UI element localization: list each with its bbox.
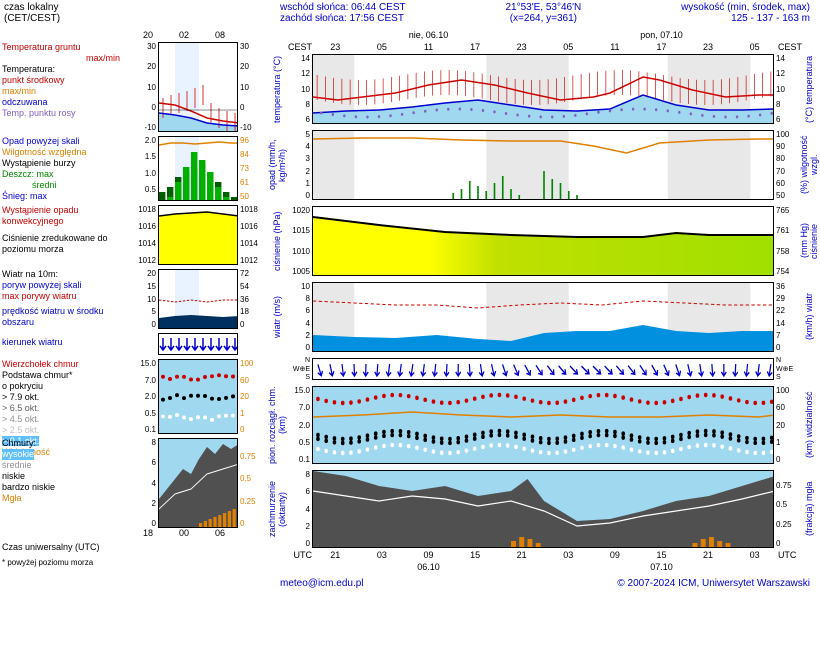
cloud-label-left: pion. rozciągł. chm. (km) — [270, 386, 284, 464]
alt-vals: 125 - 137 - 163 m — [681, 13, 810, 24]
tz-label: (CET/CEST) — [4, 13, 266, 24]
date-label: 07.10 — [545, 562, 778, 574]
copyright: © 2007-2024 ICM, Uniwersytet Warszawski — [617, 578, 810, 589]
left-fog-row: Chmury: wysokie średnie niskie bardzo ni… — [0, 438, 270, 528]
left-pressure-row: Wystąpienie opadu konwekcyjnego Ciśnieni… — [0, 205, 270, 265]
left-column: czas lokalny (CET/CEST) 20 02 08 Tempera… — [0, 0, 270, 660]
header-left: czas lokalny (CET/CEST) — [0, 0, 270, 30]
cloud-label-right: (km) widzialność — [802, 386, 816, 464]
left-dir-row: kierunek wiatru — [0, 333, 270, 355]
fog-label-left: zachmurzenie (oktanty) — [270, 470, 284, 548]
footnote: * powyżej poziomu morza — [0, 554, 270, 571]
header-right: wschód słońca: 06:44 CEST zachód słońca:… — [270, 0, 820, 30]
wind-label-right: (km/h) wiatr — [802, 282, 816, 352]
email: meteo@icm.edu.pl — [280, 578, 364, 589]
right-top-hours: CEST23051117230511172305CEST — [270, 42, 820, 54]
left-temp-row: Temperatura gruntu max/min Temperatura: … — [0, 42, 270, 132]
left-bot-hours: 18 00 06 — [130, 528, 238, 540]
sunrise: wschód słońca: 06:44 CEST — [280, 2, 406, 13]
pressure-label-left: ciśnienie (hPa) — [270, 206, 284, 276]
left-top-hours: 20 02 08 — [130, 30, 238, 42]
temp-label-right: (°C) temperatura — [802, 54, 816, 124]
right-bot-hours: UTC21030915210309152103UTC — [270, 550, 820, 562]
meteogram: czas lokalny (CET/CEST) 20 02 08 Tempera… — [0, 0, 820, 660]
day-label: nie, 06.10 — [312, 30, 545, 42]
date-label: 06.10 — [312, 562, 545, 574]
day-label: pon, 07.10 — [545, 30, 778, 42]
temp-label-left: temperatura (°C) — [270, 54, 284, 124]
local-time-label: czas lokalny — [4, 2, 266, 13]
right-column: wschód słońca: 06:44 CEST zachód słońca:… — [270, 0, 820, 660]
footer: meteo@icm.edu.pl © 2007-2024 ICM, Uniwer… — [270, 574, 820, 593]
wind-label-left: wiatr (m/s) — [270, 282, 284, 352]
sunset: zachód słońca: 17:56 CEST — [280, 13, 406, 24]
precip-label-left: opad (mm/h, kg/m²/h) — [270, 130, 284, 200]
left-precip-row: Opad powyżej skali Wilgotność względna W… — [0, 136, 270, 201]
precip-label-right: (%) wilgotność wzgl. — [802, 130, 816, 200]
alt-label: wysokość (min, środek, max) — [681, 2, 810, 13]
left-cloud-row: Wierzchołek chmur Podstawa chmur* o pokr… — [0, 359, 270, 434]
coords: 21°53'E, 53°46'N — [505, 2, 581, 13]
pressure-label-right: (mm Hg) ciśnienie — [802, 206, 816, 276]
fog-label-right: (frakcja) mgła — [802, 470, 816, 548]
xy: (x=264, y=361) — [505, 13, 581, 24]
utc-label: Czas uniwersalny (UTC) — [0, 540, 270, 554]
left-wind-row: Wiatr na 10m: poryw powyżej skali max po… — [0, 269, 270, 329]
